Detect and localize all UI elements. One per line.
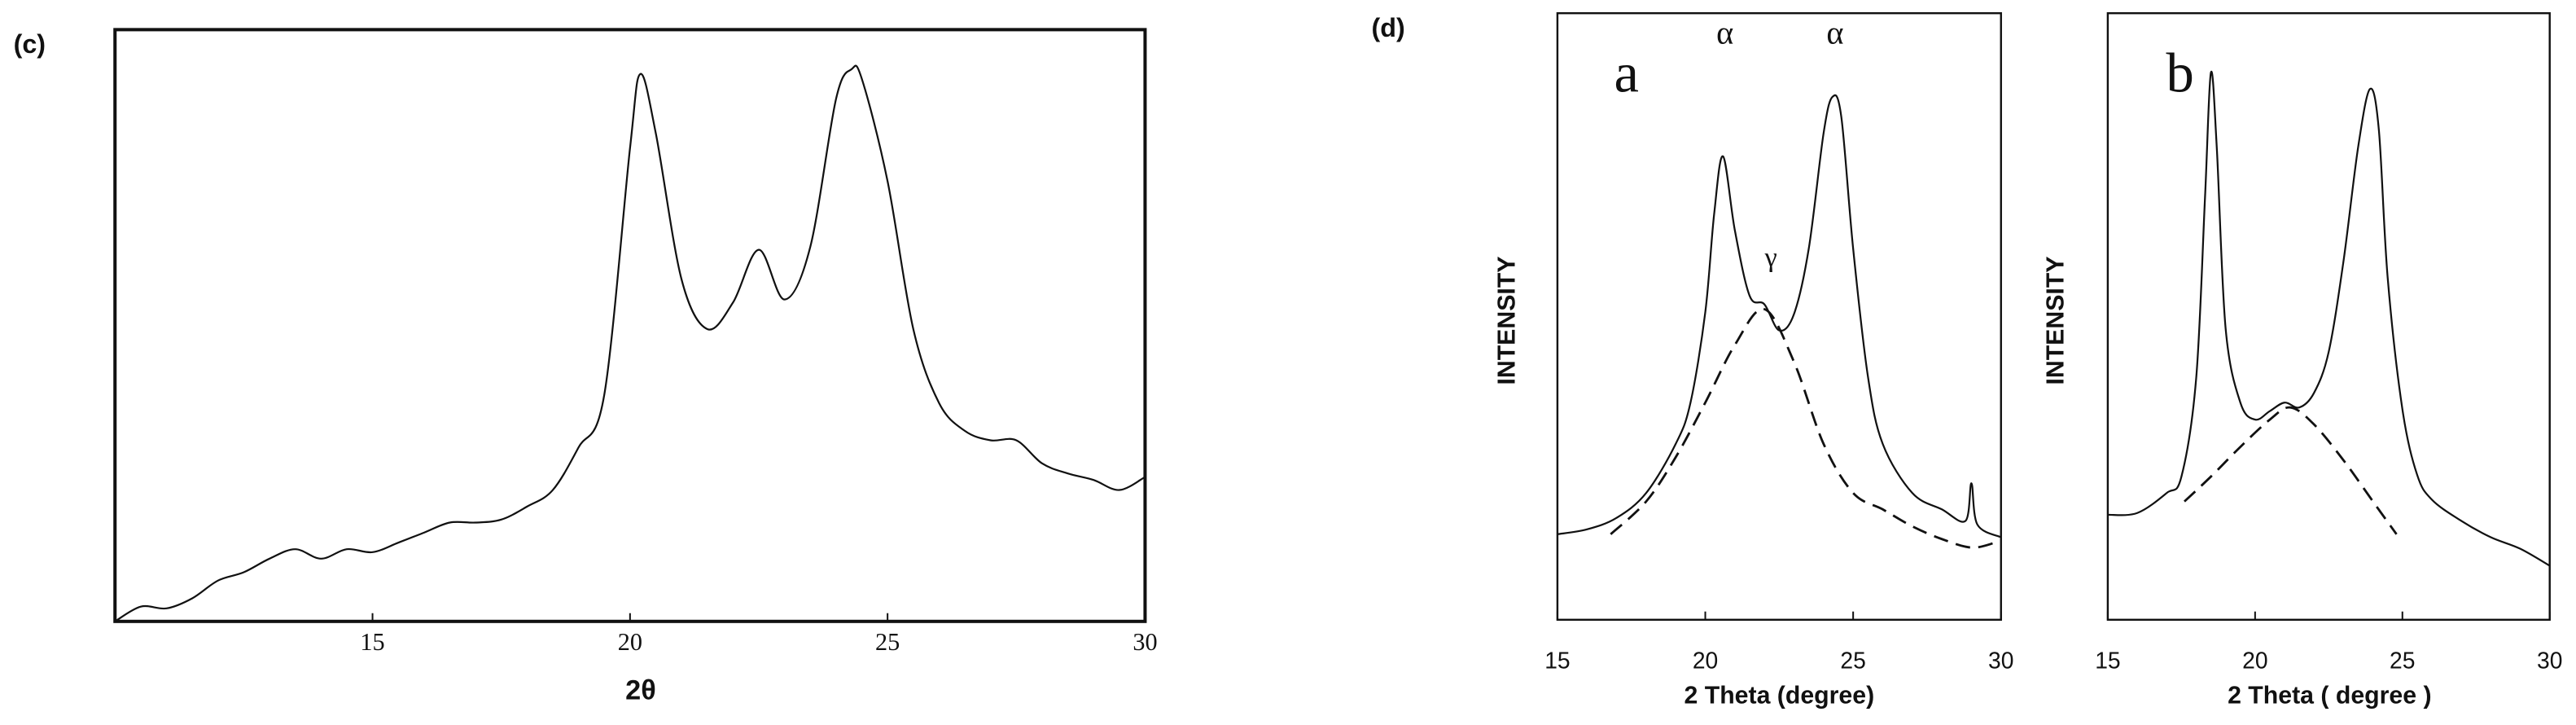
plot-frame xyxy=(113,28,1147,623)
y-axis-label: INTENSITY xyxy=(1493,257,1520,385)
x-tick-label: 15 xyxy=(1544,648,1570,674)
x-axis-label: 2 Theta ( degree ) xyxy=(2228,683,2431,710)
x-tick-label: 25 xyxy=(1840,648,1865,674)
panel-label: (c) xyxy=(14,29,46,59)
x-axis-label: 2θ xyxy=(625,675,656,706)
annotation: b xyxy=(2166,42,2194,104)
data-line xyxy=(114,64,1146,622)
x-tick-label: 20 xyxy=(1693,648,1718,674)
data-line xyxy=(1557,94,2002,538)
annotation: α xyxy=(1716,15,1733,51)
x-tick-label: 15 xyxy=(360,628,384,656)
x-tick-label: 30 xyxy=(1988,648,2013,674)
x-tick-label: 20 xyxy=(2242,648,2267,674)
annotation: α xyxy=(1826,15,1843,51)
x-tick-label: 20 xyxy=(618,628,642,656)
plot-frame xyxy=(2106,11,2551,622)
x-axis-label: 2 Theta (degree) xyxy=(1684,683,1875,710)
x-tick-label: 30 xyxy=(1132,628,1157,656)
data-line xyxy=(2107,70,2551,567)
dashed-line xyxy=(1610,308,1996,549)
x-tick-label: 15 xyxy=(2095,648,2120,674)
plot-frame xyxy=(1556,11,2002,622)
y-axis-label: INTENSITY xyxy=(2042,257,2069,385)
panel-label: (d) xyxy=(1371,13,1404,42)
annotation: γ xyxy=(1764,242,1777,273)
x-tick-label: 25 xyxy=(875,628,900,656)
dashed-line xyxy=(2184,406,2398,535)
x-tick-label: 25 xyxy=(2390,648,2415,674)
x-tick-label: 30 xyxy=(2537,648,2562,674)
annotation: a xyxy=(1614,42,1638,104)
